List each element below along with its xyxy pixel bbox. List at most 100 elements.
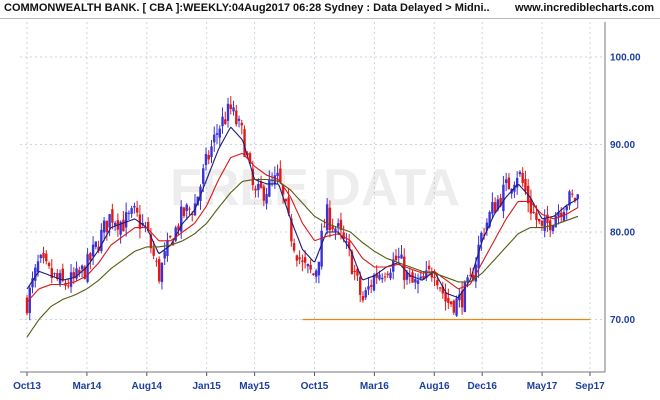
candle-body <box>111 209 114 223</box>
candle-body <box>383 276 387 278</box>
x-tick-label: May17 <box>527 381 558 392</box>
candle-body <box>72 272 76 278</box>
candle-body <box>149 234 153 249</box>
candle-body <box>353 270 356 273</box>
candle-body <box>540 220 544 226</box>
candle-body <box>276 172 279 177</box>
candle-body <box>438 287 442 289</box>
y-tick-label: 80.00 <box>610 228 635 239</box>
candle-body <box>397 256 400 258</box>
candle-body <box>458 294 461 301</box>
candle-body <box>188 208 191 210</box>
candle-body <box>466 277 469 283</box>
candle-body <box>537 218 541 222</box>
candle-body <box>86 254 89 282</box>
candle-body <box>265 193 268 204</box>
candle-body <box>447 298 450 303</box>
candle-body <box>345 241 348 243</box>
candle-body <box>471 275 475 281</box>
candle-body <box>449 301 453 305</box>
candle-body <box>83 266 87 279</box>
candle-body <box>408 275 411 278</box>
x-tick-label: May15 <box>239 381 270 392</box>
candle-body <box>251 168 255 185</box>
candle-body <box>204 153 208 166</box>
candle-body <box>58 273 62 284</box>
candle-body <box>350 251 354 275</box>
candle-body <box>361 296 365 301</box>
candle-body <box>535 212 538 221</box>
candle-body <box>31 278 34 288</box>
candle-body <box>502 184 505 212</box>
candle-body <box>499 197 502 207</box>
candle-body <box>213 134 216 143</box>
candle-body <box>94 241 98 248</box>
candle-body <box>491 201 494 214</box>
candle-body <box>573 197 577 201</box>
candle-body <box>61 268 64 281</box>
candle-body <box>163 251 166 259</box>
candle-body <box>268 179 271 197</box>
moving-averages-group <box>26 126 579 338</box>
candle-body <box>433 276 436 279</box>
candle-body <box>210 146 213 158</box>
candle-body <box>460 291 464 308</box>
candle-body <box>356 268 359 276</box>
candle-body <box>80 265 84 270</box>
candles-group <box>25 96 579 321</box>
candle-body <box>36 261 40 273</box>
candle-body <box>320 230 323 267</box>
candle-body <box>314 270 318 277</box>
x-tick-label: Aug16 <box>419 381 450 392</box>
candle-body <box>226 103 230 121</box>
candle-body <box>259 181 263 188</box>
candle-body <box>504 179 508 183</box>
candle-body <box>177 225 180 231</box>
x-tick-label: Aug14 <box>132 381 163 392</box>
candle-body <box>306 264 310 267</box>
candle-body <box>394 255 398 261</box>
candle-body <box>78 269 81 274</box>
candle-body <box>515 177 519 188</box>
candle-body <box>554 215 557 228</box>
site-url-link[interactable]: www.incrediblecharts.com <box>515 2 654 14</box>
candle-body <box>507 177 511 190</box>
candle-body <box>378 274 381 280</box>
candle-body <box>381 277 384 280</box>
x-tick-label: Mar16 <box>360 381 389 392</box>
candle-body <box>229 104 232 109</box>
candle-body <box>34 267 37 281</box>
candle-body <box>257 183 260 191</box>
candle-body <box>312 273 315 276</box>
candle-body <box>436 280 439 286</box>
watermark-text: FREE DATA <box>170 159 460 217</box>
candle-body <box>546 214 549 224</box>
candle-body <box>45 253 48 262</box>
candle-body <box>370 285 373 287</box>
candle-body <box>237 118 241 121</box>
candle-body <box>160 262 164 283</box>
candle-body <box>290 218 293 242</box>
candle-body <box>419 276 422 279</box>
candle-body <box>138 214 142 229</box>
candle-body <box>28 287 31 314</box>
candle-body <box>482 234 486 236</box>
candle-body <box>152 248 155 256</box>
candle-body <box>474 264 478 282</box>
chart-header: COMMONWEALTH BANK. [ CBA ]:WEEKLY:04Aug2… <box>0 0 660 18</box>
candle-body <box>493 202 497 213</box>
candle-body <box>281 185 285 195</box>
candle-body <box>372 275 376 291</box>
candle-body <box>240 122 243 126</box>
candle-body <box>284 199 288 202</box>
candle-body <box>91 244 95 257</box>
candle-body <box>89 253 92 261</box>
candle-body <box>273 175 277 185</box>
candle-body <box>485 222 489 231</box>
candle-body <box>571 193 574 195</box>
candle-body <box>347 241 351 249</box>
candle-body <box>543 218 546 231</box>
candle-body <box>50 268 53 278</box>
candle-body <box>215 133 219 135</box>
candle-body <box>102 220 106 233</box>
